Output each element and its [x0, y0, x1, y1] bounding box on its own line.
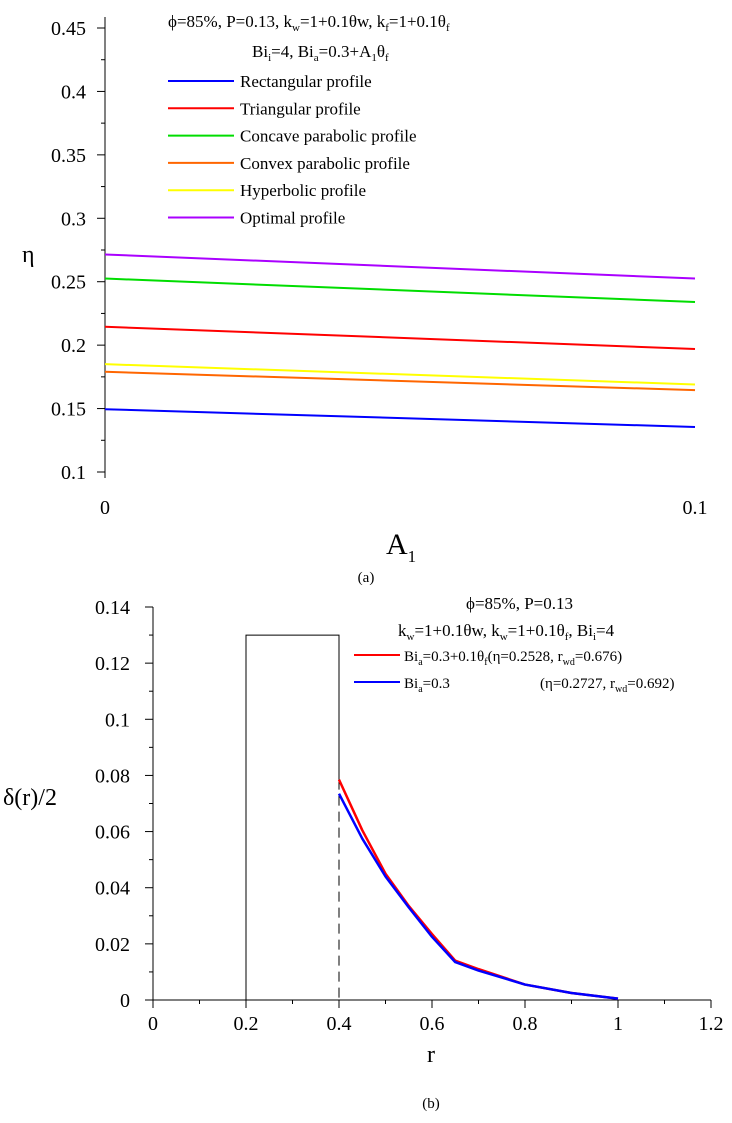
chart-b-y-tick-label: 0.02 [95, 934, 130, 956]
chart-a-legend-label: Hyperbolic profile [240, 181, 366, 200]
chart-a-legend: Rectangular profile Triangular profile Con… [168, 72, 417, 228]
chart-a-annotation-line2: Bii=4, Bia=0.3+A1θf [252, 42, 389, 64]
chart-b-x-label: r [427, 1042, 435, 1068]
chart-b-y-label: δ(r)/2 [3, 785, 57, 811]
chart-b-legend-label-blue: Bia=0.3 [404, 676, 450, 695]
chart-a-y-tick-label: 0.3 [61, 208, 86, 230]
chart-a-legend-label: Triangular profile [240, 99, 361, 118]
chart-b-annotation-line2: kw=1+0.1θw, kw=1+0.1θf, Bii=4 [398, 621, 615, 643]
chart-b-y-tick-label: 0.04 [95, 878, 130, 900]
chart-a-series-line [104, 253, 696, 280]
chart-a-series-line [104, 408, 696, 428]
chart-b-x-tick-label: 1.2 [699, 1013, 724, 1035]
chart-a-x-label: A1 [386, 528, 416, 566]
chart-b-x-tick-label: 0.4 [327, 1013, 352, 1035]
chart-a-legend-label: Rectangular profile [240, 72, 372, 91]
chart-b-rectangular-profile [245, 634, 340, 1000]
chart-b-series-line [337, 779, 619, 1000]
chart-b-y-tick-label: 0.12 [95, 653, 130, 675]
chart-a-series-line [104, 363, 696, 386]
chart-b-y-tick-label: 0.06 [95, 822, 130, 844]
chart-b-y-tick-label: 0.14 [95, 597, 130, 619]
chart-a-series-line [104, 370, 696, 392]
chart-b: 00.020.040.060.080.10.120.14 0 0.2 0.4 0.6 0… [3, 594, 724, 1112]
chart-a-x-tick-label: 0 [100, 497, 110, 519]
chart-b-y-tick-label: 0.1 [105, 709, 130, 731]
chart-b-x-tick-label: 1 [613, 1013, 623, 1035]
chart-a-series-line [104, 325, 696, 350]
chart-a-y-tick-label: 0.45 [51, 18, 86, 40]
chart-b-y-tick-label: 0 [120, 990, 130, 1012]
chart-b-series-line [337, 793, 619, 1000]
chart-a-panel-label: (a) [358, 570, 375, 586]
chart-b-legend-stats-blue: (η=0.2727, rwd=0.692) [540, 676, 675, 695]
chart-b-y-ticks: 0 0.02 0.04 0.06 0.08 0.1 0.12 0.14 [95, 597, 153, 1012]
chart-b-panel-label: (b) [422, 1096, 440, 1112]
chart-a-legend-label: Convex parabolic profile [240, 154, 410, 173]
chart-b-y-tick-label: 0.08 [95, 765, 130, 787]
chart-b-series [337, 779, 619, 1000]
chart-b-x-tick-label: 0.8 [513, 1013, 538, 1035]
chart-a-annotation-line1: ϕ=85%, P=0.13, kw=1+0.1θw, kf=1+0.1θf [168, 12, 450, 34]
chart-b-x-tick-label: 0.6 [420, 1013, 445, 1035]
chart-a-y-label: η [22, 242, 35, 268]
chart-b-legend-label-red: Bia=0.3+0.1θf(η=0.2528, rwd=0.676) [404, 649, 622, 668]
chart-a-legend-label: Concave parabolic profile [240, 127, 417, 146]
chart-b-annotation-line1: ϕ=85%, P=0.13 [466, 594, 573, 613]
chart-b-x-tick-label: 0 [148, 1013, 158, 1035]
chart-a-y-tick-label: 0.35 [51, 145, 86, 167]
chart-a-series [104, 253, 696, 428]
chart-a: 0.10.150.20.250.30.350.40.45 0 0.1 ϕ=85%,… [22, 12, 708, 586]
chart-a-y-tick-label: 0.15 [51, 399, 86, 421]
chart-b-x-tick-label: 0.2 [234, 1013, 259, 1035]
chart-a-x-tick-label: 0.1 [683, 497, 708, 519]
chart-a-y-tick-label: 0.2 [61, 335, 86, 357]
chart-a-y-tick-label: 0.1 [61, 462, 86, 484]
chart-a-x-ticks: 0 0.1 [100, 497, 708, 519]
chart-a-y-tick-label: 0.25 [51, 272, 86, 294]
chart-a-y-tick-label: 0.4 [61, 81, 86, 103]
chart-a-legend-label: Optimal profile [240, 209, 345, 228]
chart-b-x-ticks: 0 0.2 0.4 0.6 0.8 1 1.2 [148, 1000, 724, 1035]
chart-a-series-line [104, 277, 696, 304]
chart-a-y-ticks: 0.1 0.15 0.2 0.25 0.3 0.35 0.4 0.45 [51, 18, 105, 484]
